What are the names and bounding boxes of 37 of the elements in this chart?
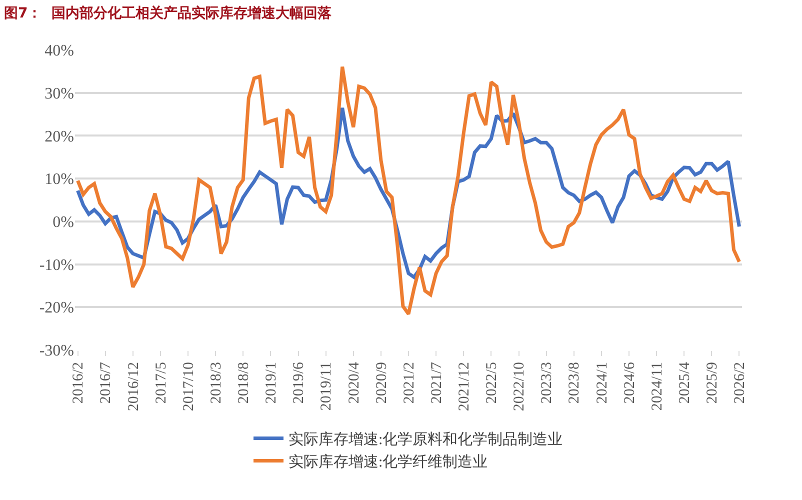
x-tick-label: 2025/4 xyxy=(676,362,693,404)
x-tick-label: 2022/5 xyxy=(484,362,500,404)
x-tick-label: 2022/10 xyxy=(512,362,528,412)
line-series xyxy=(76,64,741,316)
x-tick-label: 2016/12 xyxy=(126,362,142,412)
x-tick-label: 2021/2 xyxy=(401,362,418,404)
y-tick-label: 0% xyxy=(52,214,74,232)
x-tick-label: 2016/7 xyxy=(98,362,114,404)
y-tick-label: 30% xyxy=(44,85,74,102)
x-tick-label: 2025/9 xyxy=(704,362,721,404)
x-tick-label: 2020/9 xyxy=(374,362,390,404)
x-tick-label: 2018/8 xyxy=(236,362,252,404)
x-tick-label: 2016/2 xyxy=(70,362,87,404)
x-tick-label: 2021/12 xyxy=(456,362,472,412)
x-tick-label: 2018/3 xyxy=(208,362,224,404)
x-tick-label: 2019/11 xyxy=(318,362,335,411)
y-tick-label: -20% xyxy=(39,300,74,317)
x-tick-label: 2019/1 xyxy=(264,362,280,404)
x-tick-label: 2024/6 xyxy=(622,362,638,404)
y-tick-label: 40% xyxy=(44,42,74,60)
x-tick-label: 2019/6 xyxy=(291,362,308,404)
y-tick-label: -30% xyxy=(39,342,74,360)
x-tick-label: 2023/3 xyxy=(539,362,556,404)
x-tick-label: 2023/8 xyxy=(566,362,583,404)
x-tick-label: 2020/4 xyxy=(346,362,362,404)
x-tick-label: 2026/2 xyxy=(732,362,748,404)
x-tick-label: 2017/10 xyxy=(180,362,197,412)
legend-label: 实际库存增速:化学纤维制造业 xyxy=(288,454,488,471)
y-tick-label: 10% xyxy=(44,171,74,188)
legend-label: 实际库存增速:化学原料和化学制品制造业 xyxy=(288,431,563,448)
y-tick-label: 20% xyxy=(44,128,74,146)
x-tick-label: 2024/1 xyxy=(594,362,610,404)
x-tick-label: 2021/7 xyxy=(428,362,445,404)
x-tick-label: 2017/5 xyxy=(153,362,170,404)
x-tick-label: 2024/11 xyxy=(649,362,666,411)
y-tick-label: -10% xyxy=(39,256,74,274)
chart-title: 图7： 国内部分化工相关产品实际库存增速大幅回落 xyxy=(4,4,332,22)
